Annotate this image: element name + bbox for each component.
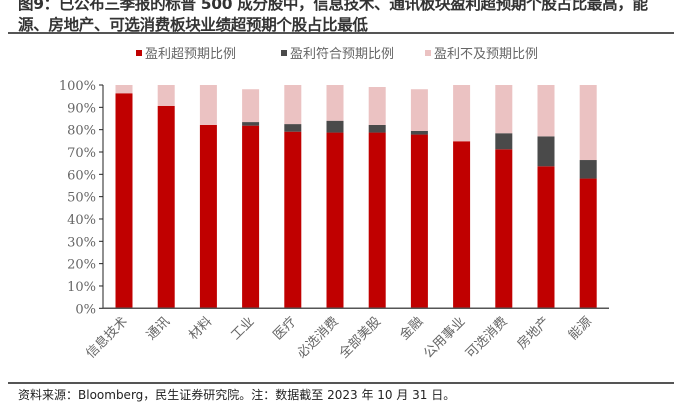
bar-miss [410, 89, 428, 131]
y-tick-label: 10% [67, 280, 96, 295]
x-tick-label: 房地产 [514, 314, 553, 353]
bar-miss [495, 85, 513, 134]
x-tick-label: 必选消费 [294, 314, 341, 361]
y-tick-label: 30% [67, 235, 96, 250]
x-tick-label: 公用事业 [421, 314, 468, 361]
y-tick-label: 90% [67, 101, 96, 116]
bar-inline [410, 130, 428, 135]
bar-beat [368, 132, 386, 309]
bar-miss [453, 85, 471, 142]
x-tick-label: 可选消费 [463, 314, 510, 361]
bar-miss [368, 87, 386, 125]
chart-title: 图9：已公布三季报的标普 500 成分股中，信息技术、通讯板块盈利超预期个股占比… [18, 0, 648, 34]
title-divider [8, 32, 674, 34]
bar-inline [368, 124, 386, 133]
x-tick-label: 通讯 [144, 314, 173, 343]
legend-label: 盈利超预期比例 [145, 47, 236, 62]
x-tick-label: 材料 [186, 314, 215, 343]
legend-swatch [136, 50, 142, 56]
bar-beat [326, 132, 344, 309]
bar-beat [537, 166, 555, 309]
y-tick-label: 0% [75, 302, 96, 317]
bar-miss [199, 85, 217, 125]
bar-beat [453, 141, 471, 309]
bar-inline [579, 160, 597, 179]
y-tick-label: 100% [59, 79, 96, 94]
bar-beat [579, 178, 597, 309]
bar-beat [242, 125, 260, 309]
bar-inline [537, 136, 555, 167]
bar-inline [326, 120, 344, 133]
source-note: 资料来源：Bloomberg，民生证券研究院。注：数据截至 2023 年 10 … [18, 388, 456, 402]
bar-inline [242, 122, 260, 126]
bar-miss [115, 85, 133, 94]
x-tick-label: 工业 [228, 314, 257, 343]
bar-beat [115, 93, 133, 309]
bar-beat [410, 134, 428, 309]
x-tick-label: 全部美股 [336, 314, 384, 362]
bar-miss [157, 85, 175, 106]
x-tick-label: 金融 [397, 314, 427, 344]
bar-beat [157, 105, 175, 309]
bar-miss [579, 85, 597, 161]
bar-miss [326, 85, 344, 121]
legend-label: 盈利不及预期比例 [434, 47, 538, 62]
bar-beat [284, 131, 302, 309]
bar-inline [284, 124, 302, 132]
bar-beat [495, 149, 513, 309]
y-tick-label: 40% [67, 213, 96, 228]
legend-label: 盈利符合预期比例 [290, 46, 394, 62]
bar-beat [199, 124, 217, 309]
y-tick-label: 50% [67, 191, 96, 206]
x-tick-label: 能源 [566, 314, 595, 343]
bar-inline [495, 133, 513, 150]
y-tick-label: 20% [67, 258, 96, 273]
legend-swatch [281, 50, 287, 56]
y-tick-label: 80% [67, 124, 96, 139]
y-tick-label: 60% [67, 168, 96, 183]
footer-divider [8, 382, 674, 384]
bar-miss [284, 85, 302, 125]
bar-miss [537, 85, 555, 137]
x-tick-label: 信息技术 [83, 314, 131, 362]
bar-miss [242, 89, 260, 123]
y-tick-label: 70% [67, 146, 96, 161]
x-tick-label: 医疗 [271, 314, 300, 343]
legend-swatch [425, 50, 431, 56]
